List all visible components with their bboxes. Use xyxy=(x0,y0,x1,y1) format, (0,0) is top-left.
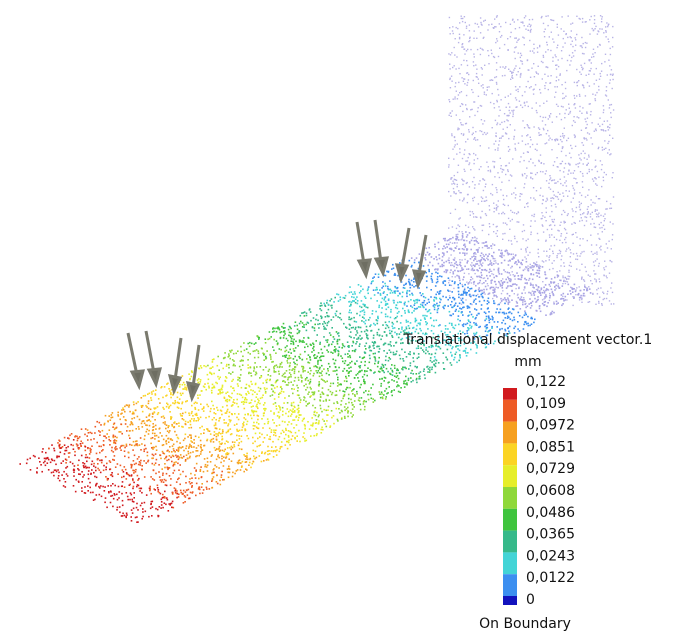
color-swatch xyxy=(503,531,517,553)
legend-label: 0,0243 xyxy=(526,548,575,564)
legend-label: 0,0365 xyxy=(526,527,575,543)
legend-label: 0,0608 xyxy=(526,483,575,499)
legend-title: Translational displacement vector.1 xyxy=(403,332,652,348)
color-swatch xyxy=(503,400,517,422)
legend-label: 0,109 xyxy=(526,396,566,412)
legend-footer: On Boundary xyxy=(479,616,571,632)
legend-label: 0,0729 xyxy=(526,461,575,477)
legend-label: 0,0486 xyxy=(526,505,575,521)
legend-label: 0,0972 xyxy=(526,418,575,434)
screenshot: Translational displacement vector.1 mm 0… xyxy=(0,0,680,635)
legend: 0,122 0,109 0,0972 0,0851 0,0729 0,0608 0,0486… xyxy=(503,374,575,608)
color-swatch xyxy=(503,465,517,487)
color-swatch xyxy=(503,388,517,400)
color-swatch xyxy=(503,509,517,531)
color-swatch xyxy=(503,422,517,444)
color-swatch xyxy=(503,487,517,509)
color-swatch xyxy=(503,596,517,605)
viewport: Translational displacement vector.1 mm 0… xyxy=(0,0,680,635)
legend-label: 0 xyxy=(526,592,535,608)
color-swatch xyxy=(503,443,517,465)
legend-label: 0,0122 xyxy=(526,570,575,586)
legend-unit: mm xyxy=(514,354,541,370)
legend-label: 0,122 xyxy=(526,374,566,390)
legend-label: 0,0851 xyxy=(526,439,575,455)
load-arrows xyxy=(128,220,426,398)
color-swatch xyxy=(503,574,517,596)
color-swatch xyxy=(503,552,517,574)
